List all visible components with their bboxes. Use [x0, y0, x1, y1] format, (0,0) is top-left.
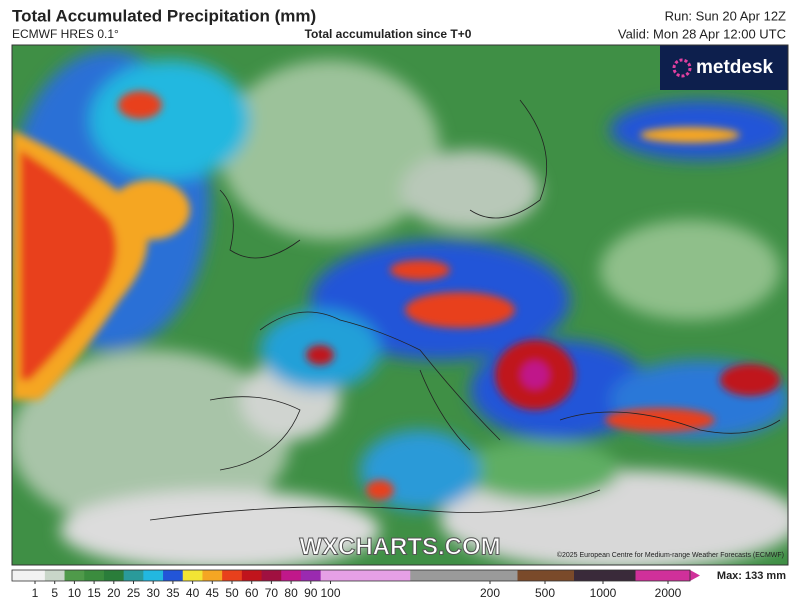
watermark: WXCHARTS.COM	[299, 533, 500, 560]
colorbar-label: 200	[480, 586, 500, 600]
copyright: ©2025 European Centre for Medium-range W…	[557, 551, 784, 559]
colorbar-label: 40	[186, 586, 200, 600]
colorbar-segment	[574, 570, 636, 581]
colorbar-segment	[84, 570, 105, 581]
colorbar-label: 80	[284, 586, 298, 600]
colorbar-segment	[222, 570, 243, 581]
colorbar-segment	[517, 570, 575, 581]
colorbar-segment	[143, 570, 164, 581]
valid-time: Valid: Mon 28 Apr 12:00 UTC	[618, 26, 786, 41]
max-label: Max: 133 mm	[717, 570, 786, 582]
colorbar-label: 1000	[590, 586, 617, 600]
colorbar-label: 30	[147, 586, 161, 600]
logo: metdesk	[696, 57, 774, 78]
colorbar-label: 90	[304, 586, 318, 600]
run-time: Run: Sun 20 Apr 12Z	[665, 8, 786, 23]
colorbar-label: 70	[265, 586, 279, 600]
colorbar-label: 2000	[655, 586, 682, 600]
subtitle: Total accumulation since T+0	[305, 27, 472, 41]
colorbar-label: 15	[87, 586, 101, 600]
colorbar-arrow	[690, 570, 700, 581]
colorbar-label: 500	[535, 586, 555, 600]
colorbar-label: 20	[107, 586, 121, 600]
colorbar-segment	[44, 570, 66, 581]
colorbar-label: 45	[206, 586, 220, 600]
colorbar-segment	[123, 570, 144, 581]
colorbar-segment	[300, 570, 322, 581]
colorbar-label: 25	[127, 586, 141, 600]
colorbar-label: 10	[68, 586, 82, 600]
colorbar-segment	[281, 570, 302, 581]
colorbar-segment	[320, 570, 411, 581]
colorbar-label: 60	[245, 586, 259, 600]
colorbar-segment	[64, 570, 85, 581]
colorbar-label: 5	[51, 586, 58, 600]
colorbar-segment	[241, 570, 263, 581]
colorbar-segment	[410, 570, 518, 581]
map: metdesk WXCHARTS.COM ©2025 European Cent…	[12, 45, 788, 565]
colorbar-frame	[11, 569, 691, 582]
colorbar-segment	[182, 570, 203, 581]
colorbar-segment	[202, 570, 223, 581]
colorbar-segment	[163, 570, 184, 581]
colorbar-label: 100	[320, 586, 340, 600]
colorbar-label: 1	[32, 586, 39, 600]
colorbar-label: 50	[225, 586, 239, 600]
colorbar-segment	[261, 570, 282, 581]
colorbar-segment	[12, 570, 46, 581]
title: Total Accumulated Precipitation (mm)	[12, 6, 316, 25]
colorbar: 1 5 10 15 20 25 30 35 40 45 50 60 70 80 90 100 200 500 100…	[11, 569, 700, 600]
colorbar-segment	[103, 570, 125, 581]
colorbar-segment	[635, 570, 691, 581]
model: ECMWF HRES 0.1°	[12, 27, 119, 41]
colorbar-label: 35	[166, 586, 180, 600]
